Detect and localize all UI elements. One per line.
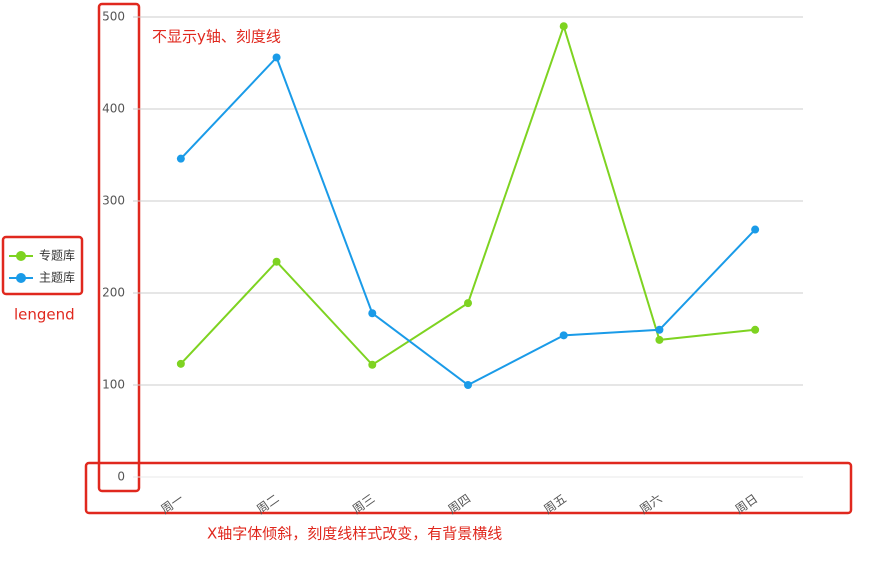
legend-label: 主题库 <box>39 270 75 285</box>
annotation-box <box>97 2 141 493</box>
annotation-box <box>1 235 84 296</box>
data-point <box>464 299 472 308</box>
annotation-box <box>84 461 853 515</box>
y-tick-label: 0 <box>117 470 125 484</box>
data-point <box>368 360 377 369</box>
annotation: X轴字体倾斜，刻度线样式改变，有背景横线 <box>207 525 502 543</box>
data-point <box>176 359 185 368</box>
legend-marker <box>16 273 26 283</box>
legend-label: 专题库 <box>39 248 75 263</box>
y-tick-label: 500 <box>102 10 125 24</box>
data-point <box>751 325 760 334</box>
data-point <box>368 309 377 318</box>
series-line <box>180 22 756 367</box>
data-point <box>559 331 568 340</box>
data-point <box>751 225 760 234</box>
y-tick-label: 100 <box>102 378 125 392</box>
data-point <box>464 381 472 389</box>
data-point <box>272 53 281 62</box>
y-tick-label: 400 <box>102 102 125 116</box>
data-point <box>655 335 664 344</box>
data-point <box>176 154 185 163</box>
y-tick-label: 200 <box>102 286 125 300</box>
data-point <box>559 22 568 31</box>
data-point <box>655 325 664 334</box>
y-tick-label: 300 <box>102 194 125 208</box>
legend-marker <box>16 251 26 261</box>
annotation: lengend <box>14 306 75 324</box>
data-point <box>272 257 281 266</box>
series-line <box>180 55 756 387</box>
annotation: 不显示y轴、刻度线 <box>152 28 281 46</box>
